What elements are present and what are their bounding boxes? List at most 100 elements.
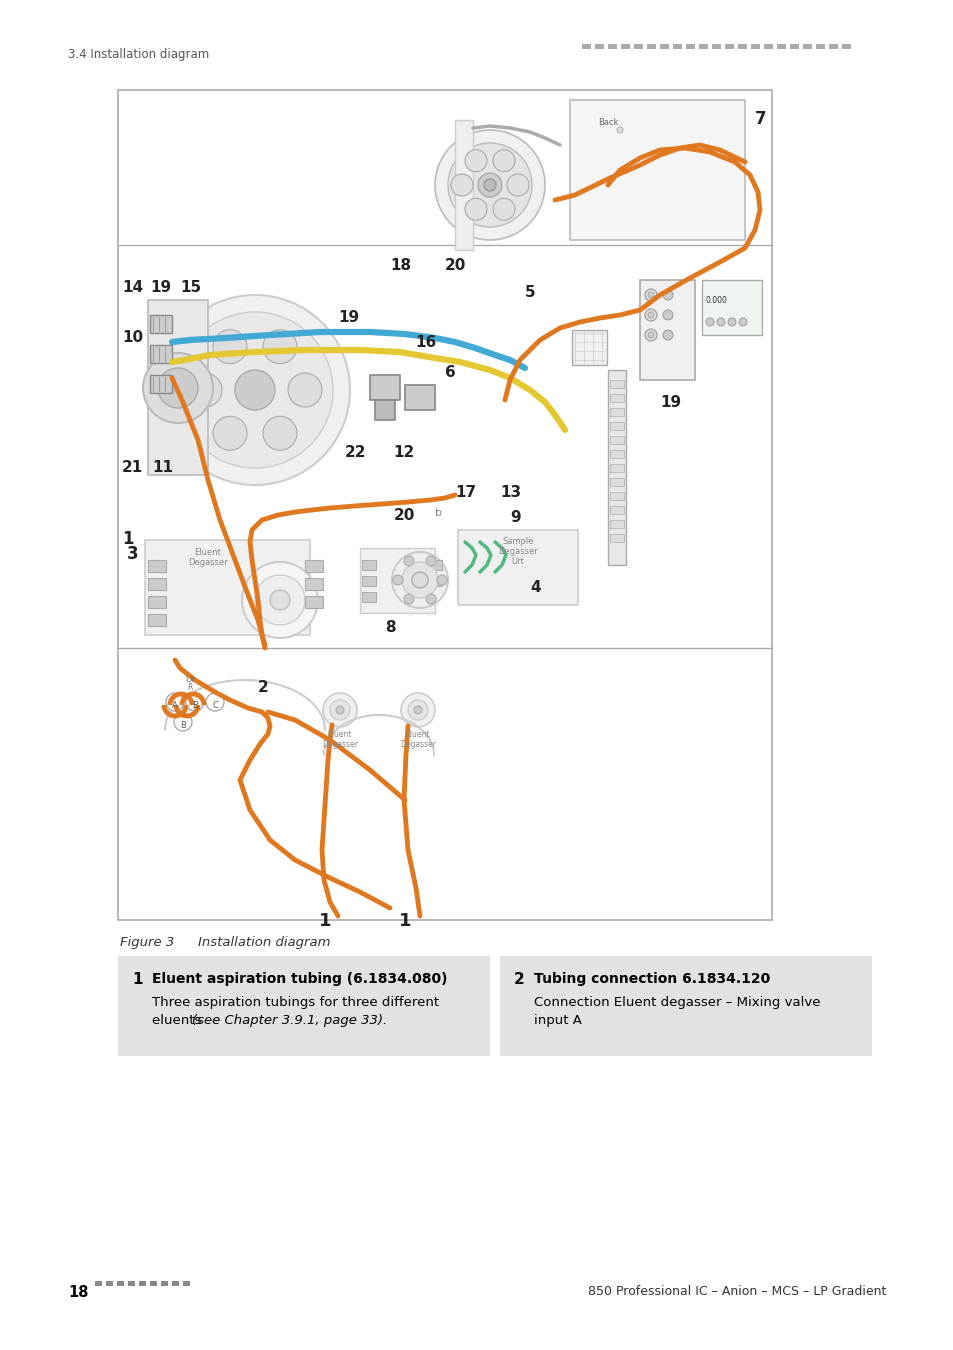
- Bar: [607, 45, 617, 49]
- Bar: [361, 593, 375, 602]
- Circle shape: [403, 594, 414, 603]
- Text: 17: 17: [455, 485, 476, 500]
- Text: 14: 14: [122, 279, 143, 296]
- Text: 16: 16: [415, 335, 436, 350]
- Text: 18: 18: [390, 258, 411, 273]
- Text: Degasser: Degasser: [497, 547, 537, 556]
- Text: eluents: eluents: [152, 1014, 206, 1027]
- Bar: [595, 45, 603, 49]
- Bar: [148, 614, 166, 626]
- Text: 21: 21: [122, 460, 143, 475]
- Circle shape: [483, 180, 496, 190]
- Bar: [609, 464, 623, 472]
- Bar: [148, 300, 208, 475]
- Circle shape: [242, 562, 317, 639]
- Bar: [95, 1281, 102, 1287]
- Bar: [581, 45, 590, 49]
- Bar: [569, 100, 744, 240]
- Text: 10: 10: [122, 329, 143, 346]
- Text: 12: 12: [393, 446, 414, 460]
- Text: (see Chapter 3.9.1, page 33).: (see Chapter 3.9.1, page 33).: [192, 1014, 387, 1027]
- Bar: [572, 329, 606, 364]
- Circle shape: [158, 369, 198, 408]
- Bar: [405, 385, 435, 410]
- Bar: [117, 1281, 124, 1287]
- Circle shape: [727, 319, 735, 325]
- Bar: [106, 1281, 112, 1287]
- Circle shape: [412, 572, 428, 589]
- Circle shape: [213, 329, 247, 363]
- Bar: [455, 120, 473, 250]
- Bar: [148, 595, 166, 608]
- Circle shape: [617, 127, 622, 134]
- Bar: [145, 540, 310, 634]
- Text: 5: 5: [524, 285, 535, 300]
- Text: 2: 2: [257, 680, 269, 695]
- Circle shape: [493, 150, 515, 171]
- Text: 1: 1: [132, 972, 142, 987]
- Circle shape: [288, 373, 322, 406]
- Text: Degasser: Degasser: [399, 740, 436, 749]
- Bar: [375, 400, 395, 420]
- Bar: [763, 45, 772, 49]
- Text: 4: 4: [530, 580, 540, 595]
- Text: Urt: Urt: [511, 558, 524, 566]
- Bar: [639, 279, 695, 379]
- Text: 9: 9: [510, 510, 520, 525]
- Bar: [359, 548, 435, 613]
- Text: C: C: [212, 702, 217, 710]
- Bar: [139, 1281, 146, 1287]
- Text: Sample: Sample: [501, 537, 533, 545]
- Circle shape: [400, 693, 435, 728]
- Bar: [370, 375, 399, 400]
- Bar: [609, 478, 623, 486]
- Bar: [305, 595, 323, 608]
- Circle shape: [330, 701, 350, 720]
- Bar: [361, 560, 375, 570]
- Circle shape: [234, 370, 274, 410]
- Text: 3: 3: [127, 545, 138, 563]
- Text: 20: 20: [444, 258, 466, 273]
- Bar: [711, 45, 720, 49]
- Text: 8: 8: [385, 620, 395, 634]
- Text: 1: 1: [398, 913, 411, 930]
- Circle shape: [270, 590, 290, 610]
- Bar: [150, 1281, 157, 1287]
- Bar: [305, 578, 323, 590]
- Circle shape: [335, 706, 344, 714]
- Circle shape: [647, 332, 654, 338]
- Circle shape: [254, 575, 305, 625]
- Circle shape: [464, 150, 486, 171]
- Text: Connection Eluent degasser – Mixing valve: Connection Eluent degasser – Mixing valv…: [534, 996, 820, 1008]
- Bar: [428, 576, 441, 586]
- Bar: [750, 45, 760, 49]
- Text: 1: 1: [122, 531, 133, 548]
- Text: R: R: [187, 683, 193, 693]
- Text: 19: 19: [337, 310, 358, 325]
- Circle shape: [188, 373, 222, 406]
- Circle shape: [263, 329, 296, 363]
- Circle shape: [426, 594, 436, 603]
- Circle shape: [705, 319, 713, 325]
- Bar: [672, 45, 681, 49]
- Text: Installation diagram: Installation diagram: [181, 936, 330, 949]
- Bar: [609, 520, 623, 528]
- Bar: [634, 45, 642, 49]
- Circle shape: [263, 416, 296, 451]
- Circle shape: [414, 706, 421, 714]
- Text: 15: 15: [180, 279, 201, 296]
- Text: Ur: Ur: [185, 675, 195, 684]
- Bar: [361, 576, 375, 586]
- Text: Figure 3: Figure 3: [120, 936, 174, 949]
- Bar: [150, 375, 172, 393]
- Bar: [815, 45, 824, 49]
- Text: Degasser: Degasser: [322, 740, 357, 749]
- Circle shape: [644, 289, 657, 301]
- Circle shape: [493, 198, 515, 220]
- Text: 19: 19: [150, 279, 171, 296]
- Bar: [659, 45, 668, 49]
- Bar: [428, 560, 441, 570]
- Circle shape: [464, 198, 486, 220]
- Text: 7: 7: [754, 109, 766, 128]
- Text: Back: Back: [598, 117, 618, 127]
